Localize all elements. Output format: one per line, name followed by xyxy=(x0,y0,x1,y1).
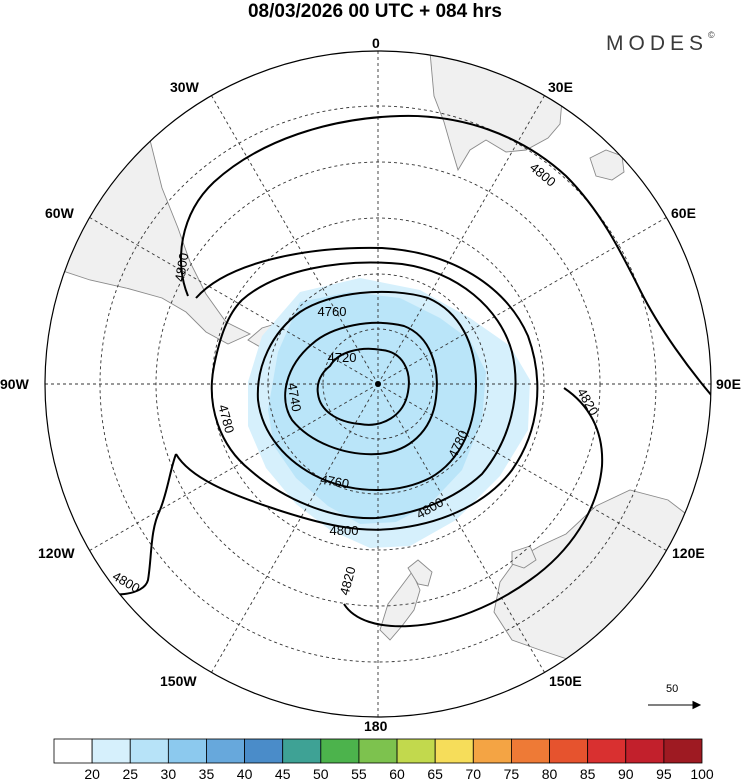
contour-label-4800-top-right: 4800 xyxy=(527,160,559,190)
colorbar-tick-label: 70 xyxy=(465,766,482,782)
colorbar xyxy=(53,738,703,764)
wind-reference-arrow xyxy=(648,700,702,710)
contour-label-4800-left: 4800 xyxy=(172,252,192,283)
brand-logo: MODES© xyxy=(606,30,715,56)
australia-landmass xyxy=(493,489,711,691)
wind-reference-value: 50 xyxy=(666,683,679,695)
lon-label-30e: 30E xyxy=(548,79,573,95)
contour-4720 xyxy=(316,347,410,426)
colorbar-tick-label: 20 xyxy=(84,766,100,782)
copyright-mark: © xyxy=(708,30,715,40)
colorbar-swatch xyxy=(549,738,589,764)
lon-label-120e: 120E xyxy=(672,545,705,561)
south-pole-marker xyxy=(375,381,381,387)
colorbar-tick-label: 45 xyxy=(274,766,291,782)
africa-landmass xyxy=(429,51,563,172)
lon-label-60w: 60W xyxy=(45,205,74,221)
colorbar-swatch xyxy=(282,738,322,764)
colorbar-tick-label: 35 xyxy=(198,766,215,782)
colorbar-swatch xyxy=(244,738,284,764)
contour-4800-west xyxy=(159,453,177,511)
lon-label-90w: 90W xyxy=(0,376,29,392)
colorbar-tick-label: 75 xyxy=(503,766,520,782)
colorbar-swatch xyxy=(663,738,703,764)
colorbar-labels: 20 25 30 35 40 45 50 55 60 65 70 75 80 85 90 95 100 xyxy=(0,766,750,782)
contour-4820 xyxy=(343,387,604,628)
brand-name: MODES xyxy=(606,32,709,55)
meridians xyxy=(45,51,711,717)
wind-shading xyxy=(248,278,530,548)
wind-shade-mid xyxy=(268,292,486,524)
colorbar-swatch xyxy=(167,738,207,764)
map-boundary xyxy=(44,50,712,718)
colorbar-tick-label: 95 xyxy=(656,766,672,782)
colorbar-swatch xyxy=(91,738,131,764)
contour-4800-outer xyxy=(179,114,711,397)
map-disc: 4720 4740 4760 4760 4780 4780 4800 4800 … xyxy=(45,51,711,717)
contour-4760 xyxy=(256,290,478,491)
contour-label-4800-bottom: 4800 xyxy=(330,523,359,538)
lon-label-150w: 150W xyxy=(160,673,197,689)
colorbar-swatch xyxy=(358,738,398,764)
colorbar-swatch xyxy=(434,738,474,764)
contour-label-4760-top: 4760 xyxy=(318,304,347,319)
contour-4800-inner xyxy=(175,246,539,531)
tasmania-landmass xyxy=(511,545,537,569)
new-zealand-landmass xyxy=(379,571,421,641)
colorbar-tick-label: 25 xyxy=(122,766,139,782)
lon-label-90e: 90E xyxy=(716,376,741,392)
colorbar-swatch xyxy=(587,738,627,764)
colorbar-tick-label: 30 xyxy=(160,766,177,782)
contour-label-4820-right: 4820 xyxy=(574,385,601,418)
colorbar-tick-label: 100 xyxy=(690,766,714,782)
colorbar-swatch xyxy=(511,738,550,764)
new-zealand-north-island xyxy=(407,559,433,587)
colorbar-swatch xyxy=(396,738,436,764)
colorbar-tick-label: 90 xyxy=(617,766,634,782)
colorbar-tick-label: 85 xyxy=(579,766,596,782)
map-title: 08/03/2026 00 UTC + 084 hrs xyxy=(247,1,503,22)
contour-label-4820-bottom: 4820 xyxy=(337,565,359,597)
height-contours xyxy=(85,114,711,628)
contour-4740 xyxy=(284,321,438,456)
south-america-landmass xyxy=(59,69,252,345)
colorbar-tick-label: 60 xyxy=(389,766,405,782)
colorbar-tick-label: 40 xyxy=(236,766,253,782)
lon-label-180: 180 xyxy=(364,718,388,734)
polar-map: 4720 4740 4760 4760 4780 4780 4800 4800 … xyxy=(44,50,712,718)
colorbar-swatch xyxy=(320,738,360,764)
lon-label-30w: 30W xyxy=(170,79,199,95)
contour-label-4740: 4740 xyxy=(285,382,305,413)
contour-label-4780-left: 4780 xyxy=(215,403,237,435)
contour-label-4720: 4720 xyxy=(328,350,357,365)
madagascar-landmass xyxy=(589,149,625,181)
lon-label-150e: 150E xyxy=(549,673,582,689)
colorbar-tick-label: 65 xyxy=(427,766,443,782)
contour-4780 xyxy=(210,261,517,520)
lon-label-0: 0 xyxy=(372,35,380,51)
colorbar-swatch xyxy=(53,738,93,764)
colorbar-swatch xyxy=(625,738,665,764)
lon-label-60e: 60E xyxy=(671,205,696,221)
contour-label-4760-bottom: 4760 xyxy=(319,472,350,492)
colorbar-swatch xyxy=(206,738,245,764)
colorbar-tick-label: 50 xyxy=(313,766,329,782)
colorbar-swatch xyxy=(472,738,512,764)
colorbar-swatch xyxy=(129,738,169,764)
colorbar-tick-label: 55 xyxy=(351,766,367,782)
lon-label-120w: 120W xyxy=(38,545,75,561)
colorbar-tick-label: 80 xyxy=(541,766,558,782)
